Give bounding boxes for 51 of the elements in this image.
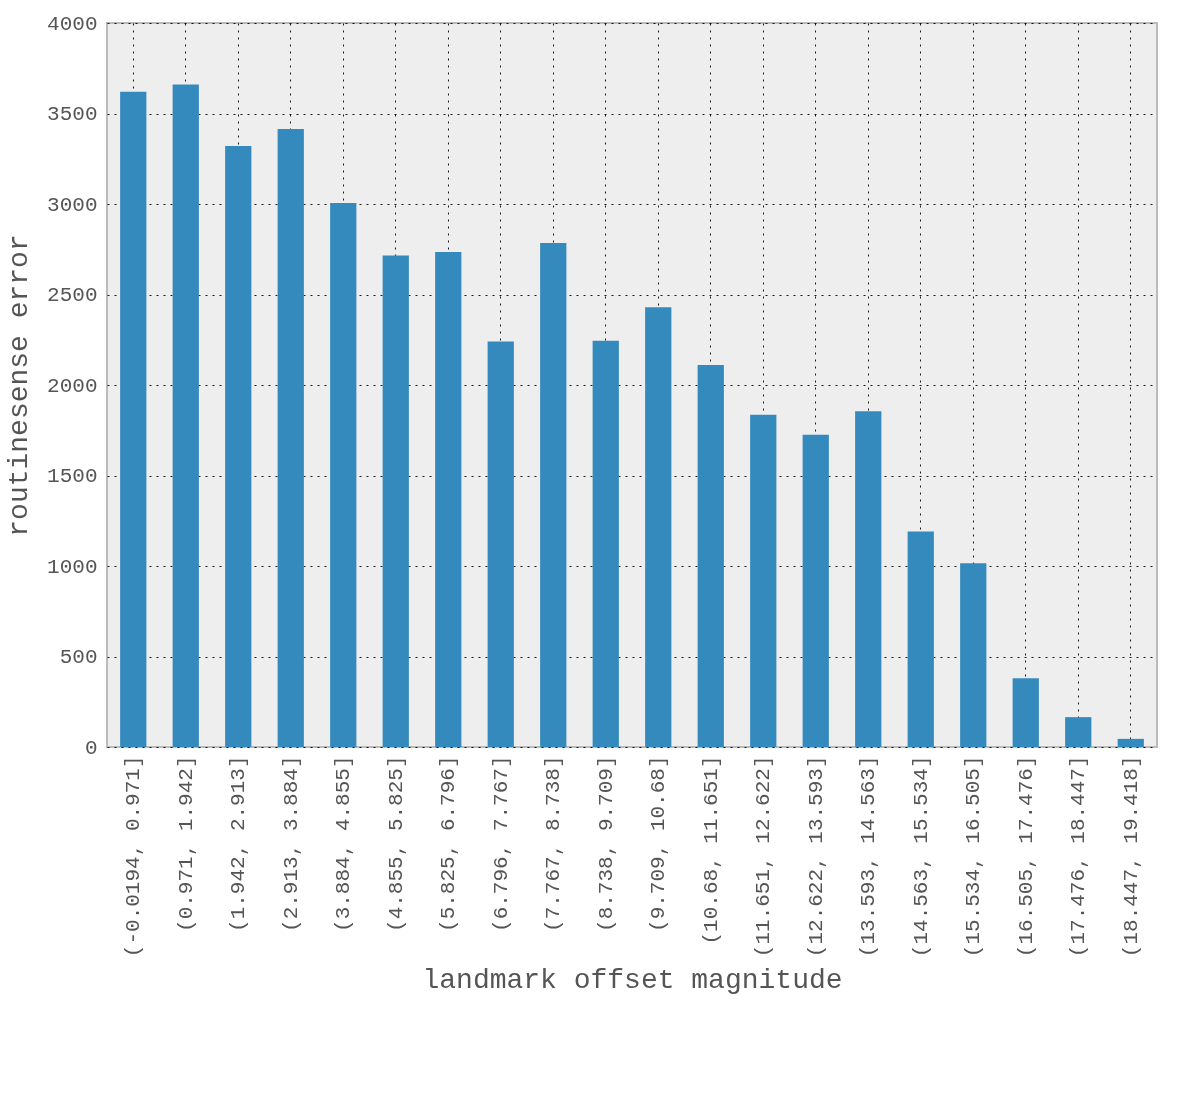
x-tick-label: (4.855, 5.825] (384, 755, 408, 932)
x-tick-label: (11.651, 12.622] (752, 755, 776, 958)
bar (277, 128, 304, 747)
bar (592, 340, 619, 747)
bar (645, 307, 672, 747)
bar (540, 242, 567, 747)
bar (1117, 738, 1144, 747)
x-tick-label: (12.622, 13.593] (804, 755, 828, 958)
bar (750, 414, 777, 747)
x-tick-label: (8.738, 9.709] (594, 755, 618, 932)
y-axis-title: routinesense error (4, 234, 36, 537)
bar (960, 563, 987, 747)
y-tick-label: 2000 (47, 374, 98, 398)
y-tick-label: 3000 (47, 193, 98, 217)
bar (802, 434, 829, 747)
x-tick-label: (10.68, 11.651] (699, 755, 723, 945)
x-tick-label: (-0.0194, 0.971] (122, 755, 146, 958)
x-tick-label: (15.534, 16.505] (962, 755, 986, 958)
x-axis-title: landmark offset magnitude (422, 964, 843, 996)
bar (120, 91, 147, 747)
y-tick-label: 1500 (47, 465, 98, 488)
x-tick-label: (17.476, 18.447] (1067, 755, 1091, 958)
bar (172, 84, 199, 747)
x-tick-label: (0.971, 1.942] (174, 755, 198, 932)
x-tick-label: (5.825, 6.796] (437, 755, 461, 932)
x-tick-label: (13.593, 14.563] (857, 755, 881, 958)
y-tick-label: 0 (84, 736, 98, 760)
x-tick-label: (2.913, 3.884] (279, 755, 303, 932)
y-tick-label: 4000 (47, 12, 98, 36)
x-tick-label: (9.709, 10.68] (647, 755, 671, 932)
x-tick-label: (6.796, 7.767] (489, 755, 513, 932)
x-tick-label: (7.767, 8.738] (542, 755, 566, 932)
bar (435, 251, 462, 747)
x-tick-label: (16.505, 17.476] (1014, 755, 1038, 958)
bar (225, 146, 252, 747)
bar (382, 255, 409, 747)
x-tick-label: (18.447, 19.418] (1119, 755, 1143, 958)
bar (907, 531, 934, 747)
y-tick-label: 500 (59, 646, 98, 669)
bar (855, 411, 882, 747)
bar (1012, 678, 1039, 747)
y-tick-label: 3500 (47, 103, 98, 126)
y-tick-label: 2500 (47, 284, 98, 307)
bar (1065, 717, 1092, 747)
y-tick-label: 1000 (47, 555, 98, 579)
x-tick-label: (1.942, 2.913] (227, 755, 251, 932)
x-tick-label: (3.884, 4.855] (332, 755, 356, 932)
bar (487, 341, 514, 747)
bar (330, 203, 357, 747)
bar (697, 365, 724, 747)
x-tick-label: (14.563, 15.534] (909, 755, 933, 958)
